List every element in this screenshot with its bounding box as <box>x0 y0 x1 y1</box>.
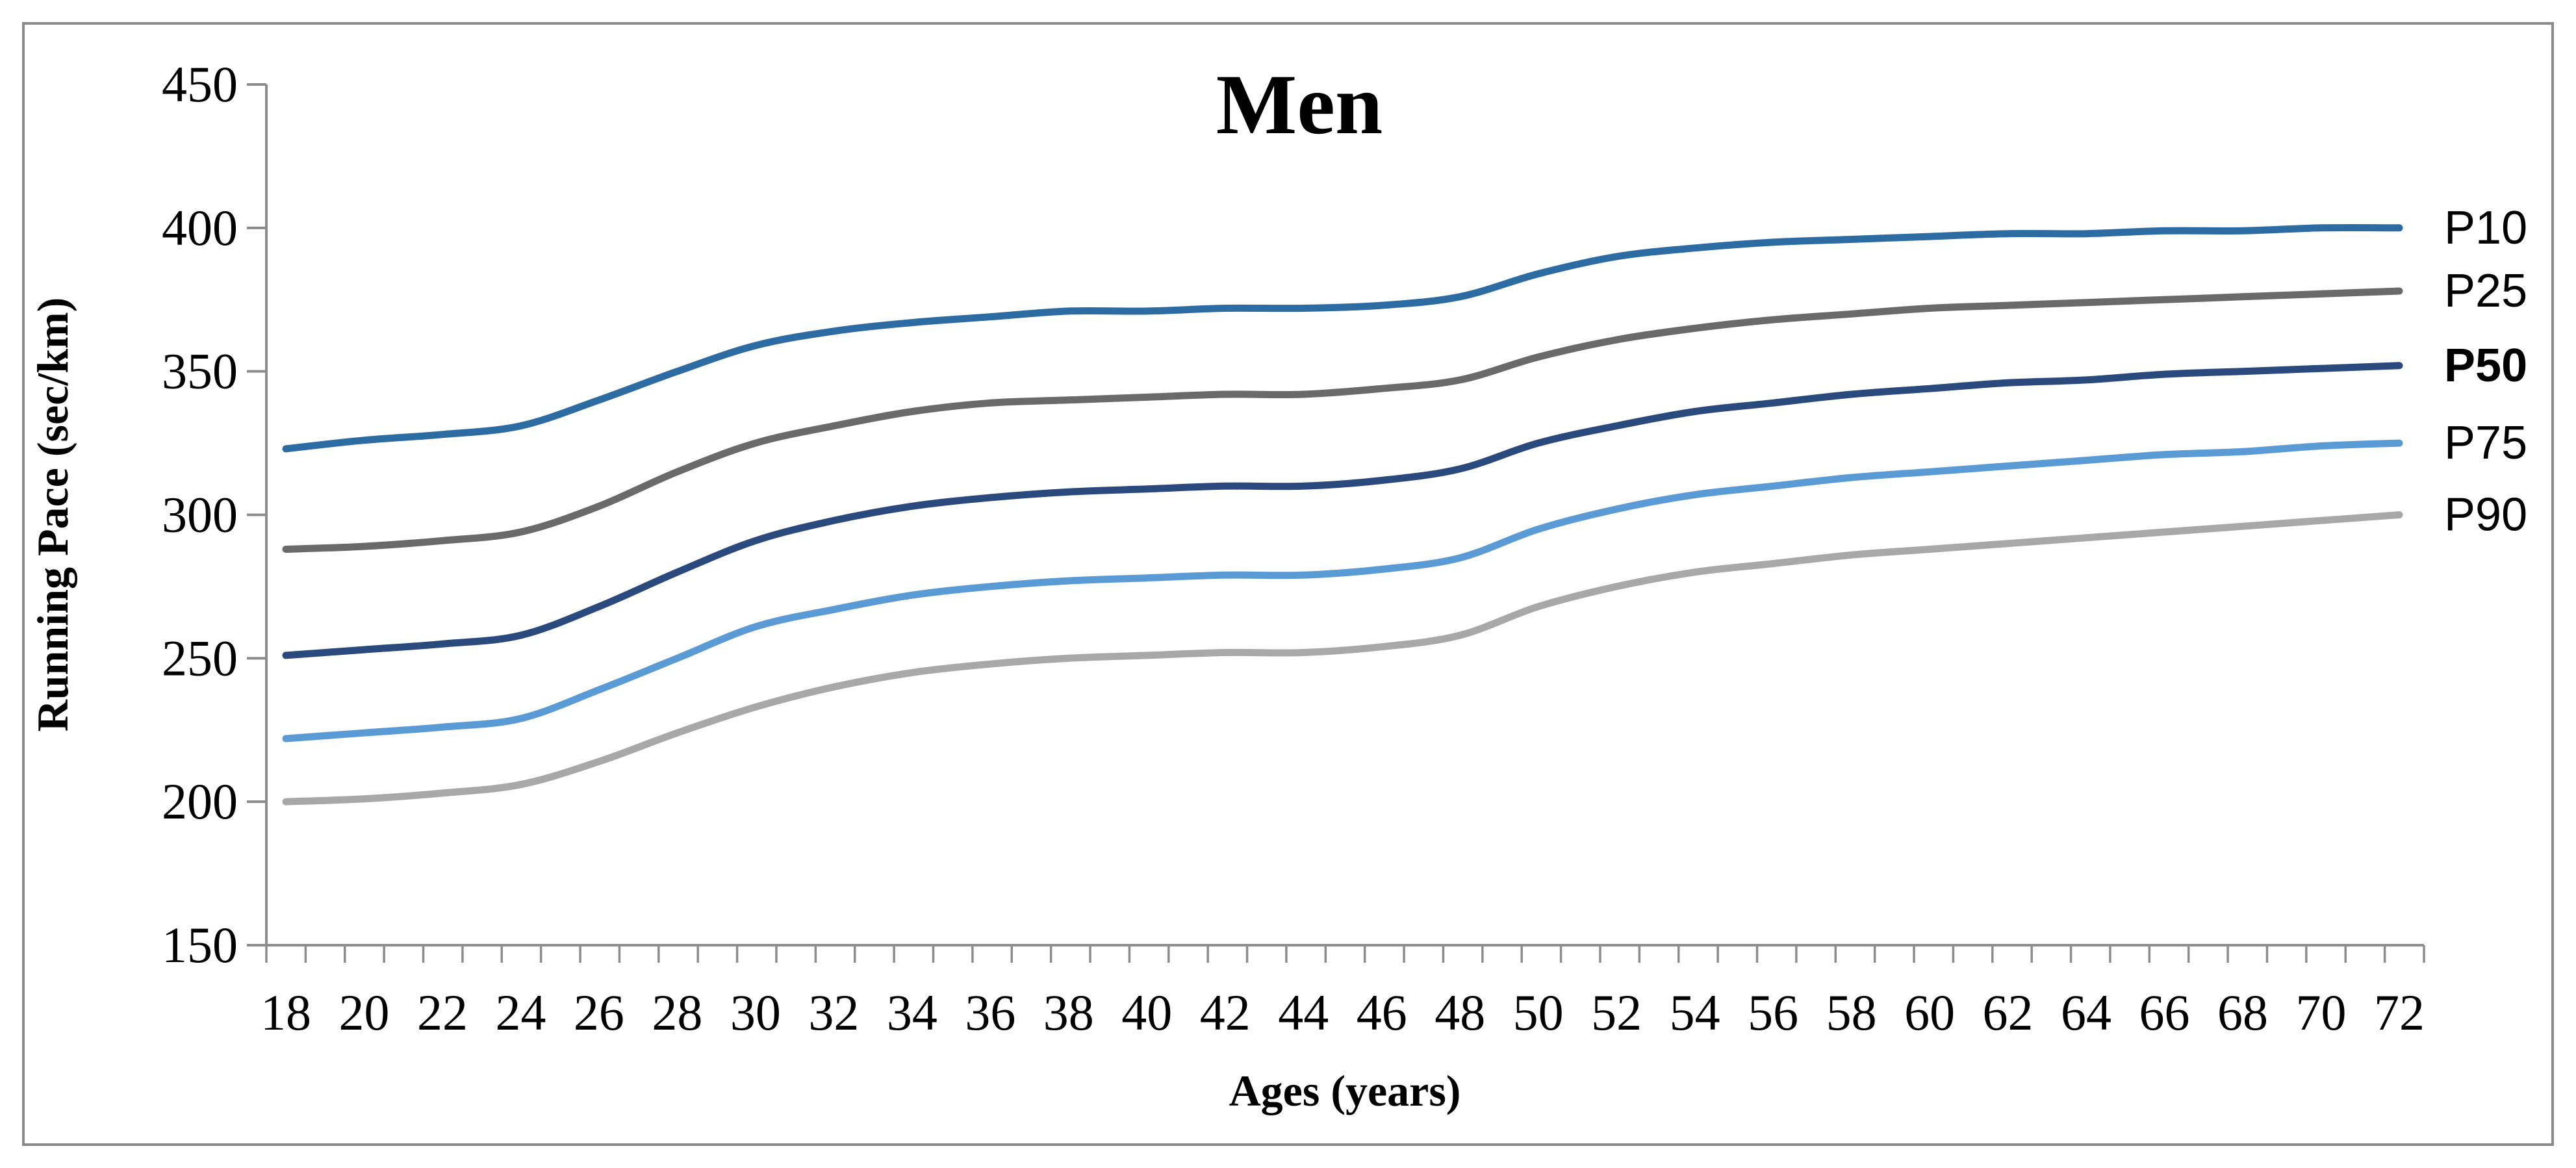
x-tick-label-62: 62 <box>1983 984 2034 1041</box>
series-line-P90 <box>282 511 2403 806</box>
x-tick-label-52: 52 <box>1591 984 1642 1041</box>
x-tick-label-30: 30 <box>730 984 781 1041</box>
legend-label-P25: P25 <box>2444 265 2527 317</box>
x-tick-label-46: 46 <box>1357 984 1407 1041</box>
x-tick-label-28: 28 <box>652 984 702 1041</box>
series-line-P75 <box>282 439 2403 743</box>
legend-label-P90: P90 <box>2444 489 2527 541</box>
y-tick-label-200: 200 <box>162 773 238 830</box>
x-tick-label-64: 64 <box>2061 984 2111 1041</box>
x-tick-label-34: 34 <box>887 984 937 1041</box>
x-tick-label-18: 18 <box>261 984 311 1041</box>
x-tick-label-24: 24 <box>495 984 546 1041</box>
x-tick-label-38: 38 <box>1043 984 1094 1041</box>
y-tick-label-300: 300 <box>162 487 238 543</box>
legend-label-P50: P50 <box>2444 340 2527 392</box>
x-tick-label-68: 68 <box>2217 984 2268 1041</box>
y-tick-label-350: 350 <box>162 343 238 400</box>
x-tick-label-36: 36 <box>965 984 1015 1041</box>
x-tick-label-40: 40 <box>1121 984 1172 1041</box>
x-tick-label-32: 32 <box>808 984 859 1041</box>
legend-label-P75: P75 <box>2444 417 2527 469</box>
series-line-P10 <box>282 223 2403 453</box>
x-tick-label-70: 70 <box>2295 984 2346 1041</box>
chart-title: Men <box>1216 57 1383 152</box>
x-tick-label-72: 72 <box>2374 984 2425 1041</box>
x-tick-label-42: 42 <box>1200 984 1251 1041</box>
series-line-P50 <box>282 362 2403 659</box>
y-axis-title: Running Pace (sec/km) <box>28 298 77 732</box>
y-tick-label-450: 450 <box>162 56 238 112</box>
x-axis-title: Ages (years) <box>1229 1066 1461 1115</box>
y-tick-label-150: 150 <box>162 917 238 973</box>
plot-area: 150 200 250 300 350 400 450 18 20 22 24 26 28 30 32 34 3… <box>162 56 2527 1041</box>
x-tick-label-56: 56 <box>1748 984 1798 1041</box>
legend-label-P10: P10 <box>2444 202 2527 254</box>
x-tick-label-48: 48 <box>1435 984 1485 1041</box>
x-tick-label-58: 58 <box>1826 984 1877 1041</box>
x-tick-label-54: 54 <box>1670 984 1720 1041</box>
x-tick-label-26: 26 <box>574 984 624 1041</box>
series-line-P25 <box>282 287 2403 553</box>
x-tick-label-50: 50 <box>1513 984 1564 1041</box>
x-tick-label-60: 60 <box>1904 984 1955 1041</box>
y-tick-label-400: 400 <box>162 199 238 256</box>
x-tick-label-66: 66 <box>2139 984 2190 1041</box>
figure-border <box>22 22 2554 1146</box>
x-tick-label-22: 22 <box>417 984 468 1041</box>
y-tick-label-250: 250 <box>162 629 238 686</box>
x-tick-label-20: 20 <box>338 984 389 1041</box>
x-tick-label-44: 44 <box>1278 984 1329 1041</box>
